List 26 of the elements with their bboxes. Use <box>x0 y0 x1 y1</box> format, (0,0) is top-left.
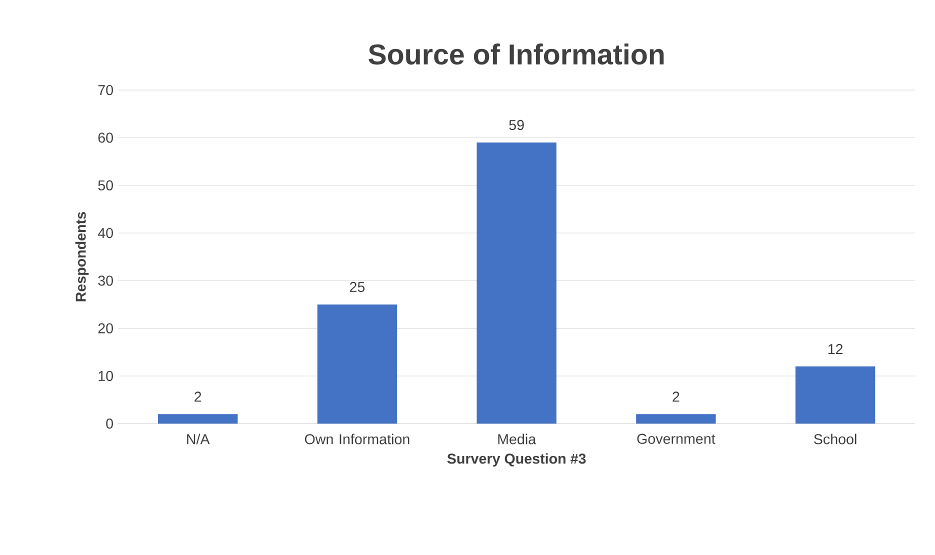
x-tick-label: Media <box>498 434 536 444</box>
data-label: 25 <box>350 282 365 292</box>
y-tick-label: 70 <box>98 84 113 96</box>
y-axis-title: Respondents <box>75 212 89 302</box>
data-label: 2 <box>194 392 202 402</box>
bar <box>795 366 876 424</box>
data-label: 2 <box>672 392 680 402</box>
y-tick-label: 20 <box>98 323 113 334</box>
x-tick-label: N/A <box>187 434 210 444</box>
x-tick-label: School <box>814 434 856 444</box>
bar <box>476 142 556 424</box>
y-tick-label: 50 <box>98 180 113 190</box>
y-tick-label: 10 <box>98 370 113 381</box>
x-tick-label: Government <box>637 434 716 444</box>
y-tick-label: 40 <box>98 228 113 238</box>
bar <box>317 304 398 424</box>
chart-title: Source of Information <box>368 43 664 65</box>
data-label: 12 <box>828 344 843 354</box>
y-tick-label: 60 <box>98 132 113 143</box>
y-tick-label: 0 <box>106 418 113 429</box>
x-tick-label: Own Information <box>304 434 410 444</box>
x-axis-title: Survery Question #3 <box>447 453 586 466</box>
bar <box>636 414 716 424</box>
data-label: 59 <box>509 120 524 130</box>
bar <box>158 414 238 424</box>
y-tick-label: 30 <box>98 276 113 286</box>
